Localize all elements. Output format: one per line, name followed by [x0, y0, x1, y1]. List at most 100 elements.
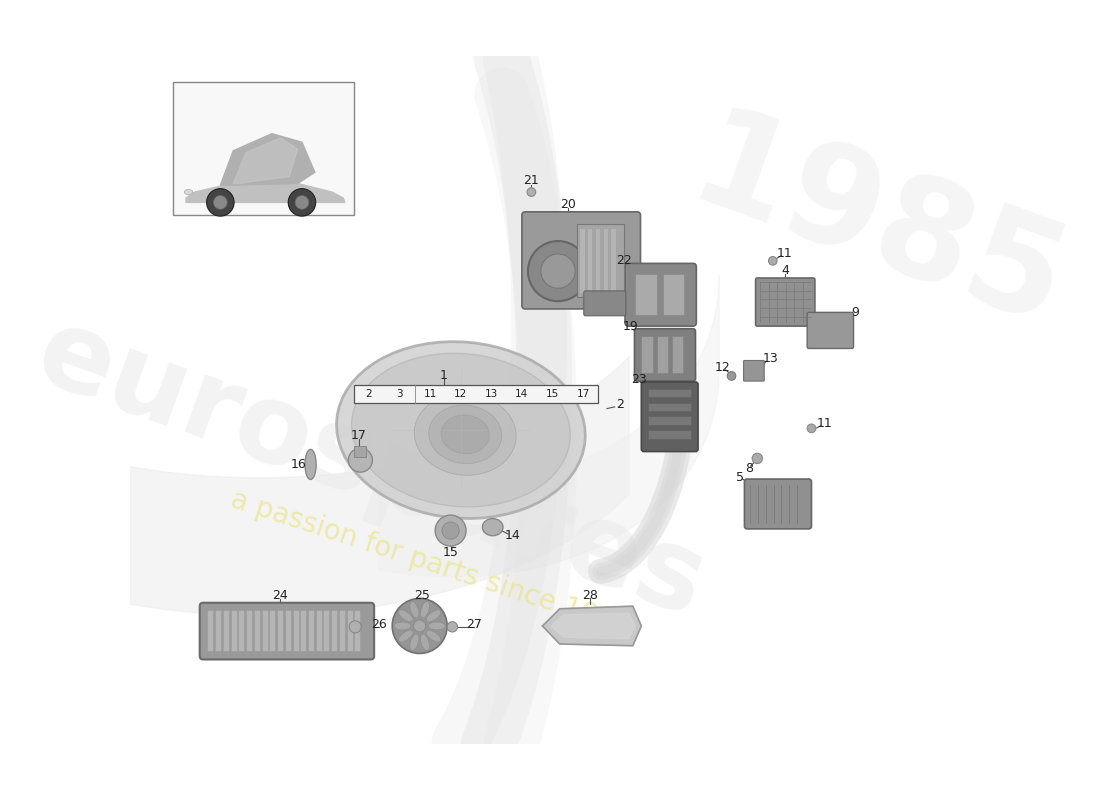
- Polygon shape: [542, 606, 641, 646]
- Circle shape: [752, 454, 762, 463]
- Bar: [308, 610, 314, 651]
- Ellipse shape: [415, 394, 516, 475]
- Bar: [354, 446, 366, 457]
- Text: 17: 17: [351, 429, 366, 442]
- Text: 4: 4: [781, 264, 789, 277]
- Bar: [353, 386, 598, 402]
- Circle shape: [349, 448, 373, 472]
- Text: eurospares: eurospares: [22, 298, 719, 639]
- Ellipse shape: [427, 630, 441, 642]
- Text: 23: 23: [631, 373, 647, 386]
- Circle shape: [769, 257, 777, 265]
- Text: 3: 3: [396, 389, 403, 399]
- Bar: [610, 228, 616, 293]
- Bar: [331, 610, 338, 651]
- Ellipse shape: [483, 518, 503, 536]
- Text: 1985: 1985: [673, 98, 1082, 358]
- Text: 13: 13: [762, 352, 778, 366]
- Bar: [672, 335, 683, 374]
- Text: 15: 15: [442, 546, 459, 559]
- Ellipse shape: [410, 602, 419, 618]
- Polygon shape: [233, 138, 298, 183]
- Ellipse shape: [398, 610, 414, 622]
- FancyBboxPatch shape: [584, 291, 626, 316]
- Text: 15: 15: [546, 389, 559, 399]
- Ellipse shape: [305, 450, 316, 479]
- Ellipse shape: [441, 415, 490, 454]
- Circle shape: [349, 621, 361, 633]
- Bar: [316, 610, 321, 651]
- Bar: [262, 610, 267, 651]
- Bar: [339, 610, 345, 651]
- FancyBboxPatch shape: [200, 602, 374, 659]
- FancyBboxPatch shape: [641, 382, 698, 451]
- Text: 17: 17: [576, 389, 590, 399]
- Text: 2: 2: [616, 398, 624, 410]
- Text: a passion for parts since 1985: a passion for parts since 1985: [227, 485, 635, 642]
- Bar: [657, 335, 668, 374]
- Text: 16: 16: [290, 458, 307, 471]
- Text: 22: 22: [616, 254, 632, 267]
- Bar: [223, 610, 229, 651]
- Text: 20: 20: [560, 198, 576, 210]
- Circle shape: [288, 189, 316, 216]
- Circle shape: [436, 515, 466, 546]
- Text: 19: 19: [623, 321, 638, 334]
- Bar: [354, 610, 361, 651]
- Text: 1: 1: [440, 370, 448, 382]
- Bar: [648, 402, 691, 411]
- Circle shape: [541, 254, 575, 288]
- Circle shape: [448, 622, 458, 632]
- Bar: [587, 228, 593, 293]
- Bar: [254, 610, 260, 651]
- Circle shape: [442, 522, 459, 539]
- Circle shape: [528, 241, 588, 301]
- Polygon shape: [186, 181, 345, 202]
- Bar: [277, 610, 283, 651]
- Polygon shape: [220, 134, 315, 186]
- Circle shape: [295, 195, 309, 210]
- Text: 14: 14: [505, 530, 520, 542]
- Text: 2: 2: [365, 389, 372, 399]
- Bar: [595, 228, 601, 293]
- Ellipse shape: [352, 354, 570, 507]
- Ellipse shape: [428, 622, 446, 630]
- Circle shape: [527, 188, 536, 196]
- Text: 14: 14: [515, 389, 528, 399]
- Bar: [300, 610, 306, 651]
- Circle shape: [807, 424, 816, 433]
- Ellipse shape: [185, 190, 192, 194]
- Bar: [580, 228, 584, 293]
- FancyBboxPatch shape: [807, 312, 854, 349]
- Bar: [648, 389, 691, 398]
- Bar: [663, 274, 684, 315]
- Text: 8: 8: [745, 462, 752, 475]
- Text: 26: 26: [372, 618, 387, 630]
- Bar: [293, 610, 298, 651]
- Text: 25: 25: [415, 589, 430, 602]
- Bar: [208, 610, 213, 651]
- Text: 5: 5: [736, 471, 744, 484]
- Text: 11: 11: [424, 389, 437, 399]
- Text: 12: 12: [715, 361, 730, 374]
- Bar: [576, 224, 624, 297]
- FancyBboxPatch shape: [635, 329, 695, 381]
- Polygon shape: [551, 613, 636, 639]
- Ellipse shape: [420, 602, 429, 618]
- Circle shape: [414, 620, 426, 632]
- FancyBboxPatch shape: [745, 479, 812, 529]
- Bar: [603, 228, 608, 293]
- Bar: [323, 610, 330, 651]
- FancyBboxPatch shape: [625, 263, 696, 326]
- Ellipse shape: [429, 405, 502, 464]
- Bar: [648, 416, 691, 425]
- FancyBboxPatch shape: [744, 361, 764, 381]
- FancyBboxPatch shape: [756, 278, 815, 326]
- Circle shape: [207, 189, 234, 216]
- Text: 13: 13: [485, 389, 498, 399]
- Bar: [173, 82, 353, 215]
- Circle shape: [213, 195, 228, 210]
- Bar: [246, 610, 252, 651]
- Bar: [239, 610, 244, 651]
- Text: 24: 24: [273, 590, 288, 602]
